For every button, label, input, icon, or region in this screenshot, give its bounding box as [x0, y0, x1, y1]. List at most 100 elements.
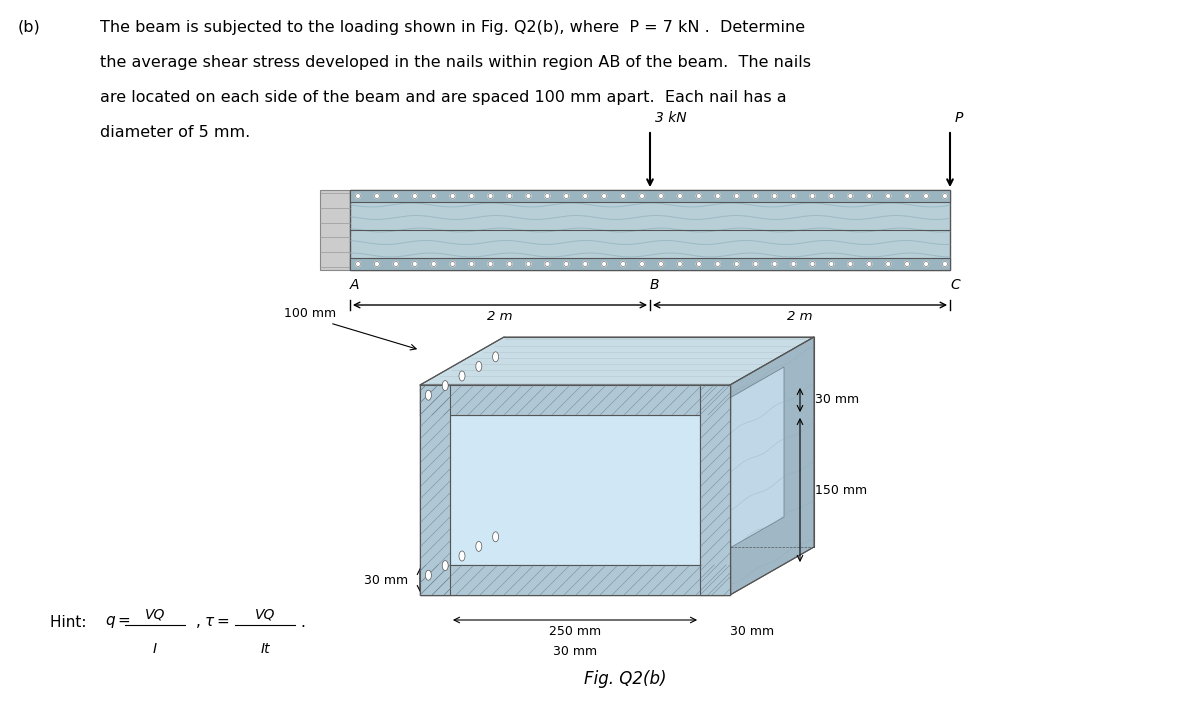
Ellipse shape [458, 551, 466, 561]
Ellipse shape [492, 352, 499, 362]
Circle shape [905, 194, 910, 199]
Polygon shape [420, 385, 730, 595]
Text: (b): (b) [18, 20, 41, 35]
Circle shape [810, 262, 815, 267]
Circle shape [678, 262, 683, 267]
Polygon shape [350, 258, 950, 270]
Polygon shape [420, 565, 730, 595]
Polygon shape [320, 190, 350, 270]
Text: diameter of 5 mm.: diameter of 5 mm. [100, 125, 251, 140]
Text: Hint:: Hint: [50, 615, 91, 630]
Text: , $\tau = $: , $\tau = $ [194, 615, 230, 630]
Circle shape [506, 194, 512, 199]
Text: P: P [955, 111, 964, 125]
Circle shape [754, 262, 758, 267]
Circle shape [374, 194, 379, 199]
Text: A: A [350, 278, 360, 292]
Circle shape [506, 262, 512, 267]
Text: 250 mm: 250 mm [548, 625, 601, 638]
Circle shape [431, 194, 437, 199]
Circle shape [829, 262, 834, 267]
Circle shape [848, 262, 853, 267]
Text: VQ: VQ [145, 608, 166, 622]
Circle shape [450, 194, 455, 199]
Circle shape [450, 262, 455, 267]
Text: 30 mm: 30 mm [730, 625, 774, 638]
Circle shape [678, 194, 683, 199]
Text: It: It [260, 642, 270, 656]
Text: are located on each side of the beam and are spaced 100 mm apart.  Each nail has: are located on each side of the beam and… [100, 90, 787, 105]
Circle shape [545, 194, 550, 199]
Polygon shape [350, 190, 950, 270]
Circle shape [545, 262, 550, 267]
Circle shape [394, 194, 398, 199]
Text: $q = $: $q = $ [106, 614, 131, 630]
Circle shape [640, 262, 644, 267]
Text: 2 m: 2 m [787, 310, 812, 323]
Circle shape [734, 194, 739, 199]
Circle shape [696, 262, 701, 267]
Circle shape [413, 262, 418, 267]
Polygon shape [420, 385, 450, 595]
Circle shape [620, 194, 625, 199]
Circle shape [355, 262, 360, 267]
Text: I: I [152, 642, 157, 656]
Circle shape [848, 194, 853, 199]
Circle shape [866, 262, 871, 267]
Circle shape [696, 194, 701, 199]
Ellipse shape [475, 361, 482, 371]
Circle shape [715, 194, 720, 199]
Circle shape [564, 194, 569, 199]
Polygon shape [450, 415, 700, 565]
Circle shape [924, 194, 929, 199]
Polygon shape [420, 385, 730, 415]
Circle shape [374, 262, 379, 267]
Text: 30 mm: 30 mm [364, 573, 408, 587]
Ellipse shape [442, 381, 449, 391]
Circle shape [583, 262, 588, 267]
Polygon shape [420, 337, 814, 385]
Circle shape [791, 262, 796, 267]
Text: 150 mm: 150 mm [815, 484, 868, 497]
Ellipse shape [475, 542, 482, 552]
Circle shape [659, 262, 664, 267]
Text: 2 m: 2 m [487, 310, 512, 323]
Ellipse shape [442, 560, 449, 571]
Ellipse shape [425, 570, 432, 580]
Text: The beam is subjected to the loading shown in Fig. Q2(b), where  P = 7 kN .  Det: The beam is subjected to the loading sho… [100, 20, 805, 35]
Circle shape [601, 194, 607, 199]
Circle shape [772, 262, 778, 267]
Ellipse shape [458, 371, 466, 381]
Circle shape [394, 262, 398, 267]
Polygon shape [350, 190, 950, 202]
Polygon shape [700, 367, 784, 565]
Text: 100 mm: 100 mm [284, 307, 336, 320]
Circle shape [791, 194, 796, 199]
Circle shape [905, 262, 910, 267]
Circle shape [886, 262, 890, 267]
Circle shape [469, 194, 474, 199]
Text: B: B [650, 278, 660, 292]
Circle shape [526, 194, 530, 199]
Ellipse shape [492, 532, 499, 542]
Circle shape [942, 194, 948, 199]
Text: C: C [950, 278, 960, 292]
Circle shape [829, 194, 834, 199]
Polygon shape [700, 385, 730, 595]
Text: Fig. Q2(b): Fig. Q2(b) [583, 670, 666, 688]
Circle shape [734, 262, 739, 267]
Circle shape [640, 194, 644, 199]
Circle shape [469, 262, 474, 267]
Polygon shape [730, 337, 814, 595]
Circle shape [620, 262, 625, 267]
Text: the average shear stress developed in the nails within region AB of the beam.  T: the average shear stress developed in th… [100, 55, 811, 70]
Circle shape [886, 194, 890, 199]
Circle shape [659, 194, 664, 199]
Circle shape [526, 262, 530, 267]
Circle shape [601, 262, 607, 267]
Circle shape [488, 262, 493, 267]
Circle shape [564, 262, 569, 267]
Circle shape [583, 194, 588, 199]
Circle shape [431, 262, 437, 267]
Text: VQ: VQ [254, 608, 275, 622]
